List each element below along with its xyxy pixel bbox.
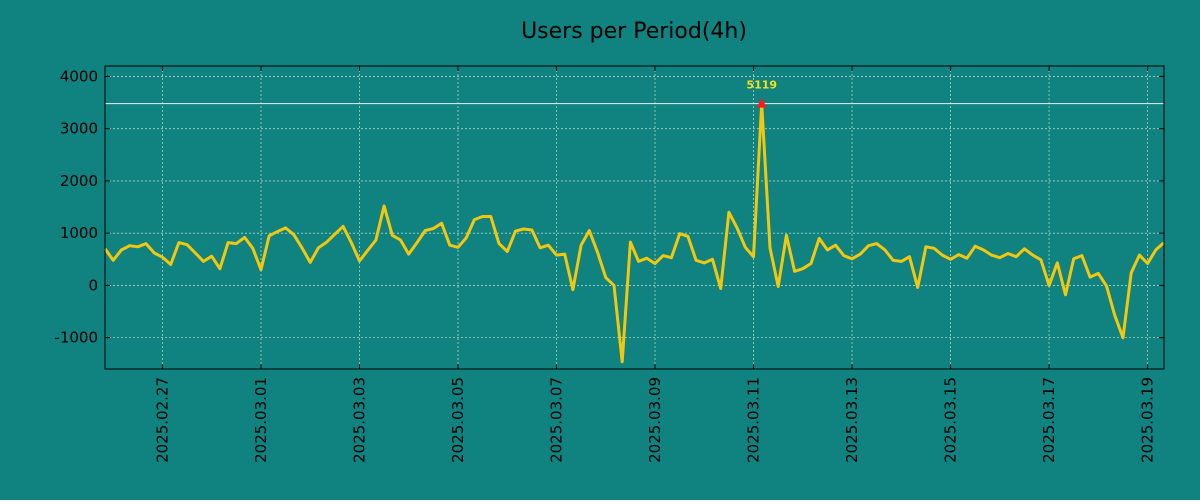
x-tick-label: 2025.03.11 <box>745 377 763 463</box>
y-tick-label: 3000 <box>60 120 98 138</box>
y-tick-label: 2000 <box>60 172 98 190</box>
x-tick-label: 2025.03.03 <box>350 377 368 463</box>
series-group <box>103 102 1165 364</box>
plot-frame <box>104 65 1165 370</box>
peak-group: 5119 <box>746 79 777 108</box>
x-tick-label: 2025.03.07 <box>548 377 566 463</box>
peak-label: 5119 <box>746 79 777 92</box>
x-tick-label: 2025.03.13 <box>843 377 861 463</box>
x-axis: 2025.02.27 2025.03.01 2025.03.03 2025.03.05… <box>153 66 1157 463</box>
x-tick-label: 2025.03.15 <box>942 377 960 463</box>
y-axis: -1000 0 1000 2000 3000 4000 <box>54 67 1164 347</box>
x-tick-label: 2025.03.19 <box>1139 377 1157 463</box>
grid-lines <box>105 66 1164 369</box>
x-tick-label: 2025.03.09 <box>646 377 664 463</box>
x-tick-label: 2025.02.27 <box>153 377 171 463</box>
series-line-users <box>103 102 1165 364</box>
x-tick-label: 2025.03.05 <box>449 377 467 463</box>
x-tick-label: 2025.03.01 <box>252 377 270 463</box>
y-tick-label: 0 <box>88 276 98 294</box>
y-tick-label: 1000 <box>60 224 98 242</box>
y-tick-label: -1000 <box>54 329 98 347</box>
x-tick-label: 2025.03.17 <box>1040 377 1058 463</box>
chart-title: Users per Period(4h) <box>521 19 747 44</box>
peak-marker <box>756 97 767 108</box>
y-tick-label: 4000 <box>60 67 98 85</box>
